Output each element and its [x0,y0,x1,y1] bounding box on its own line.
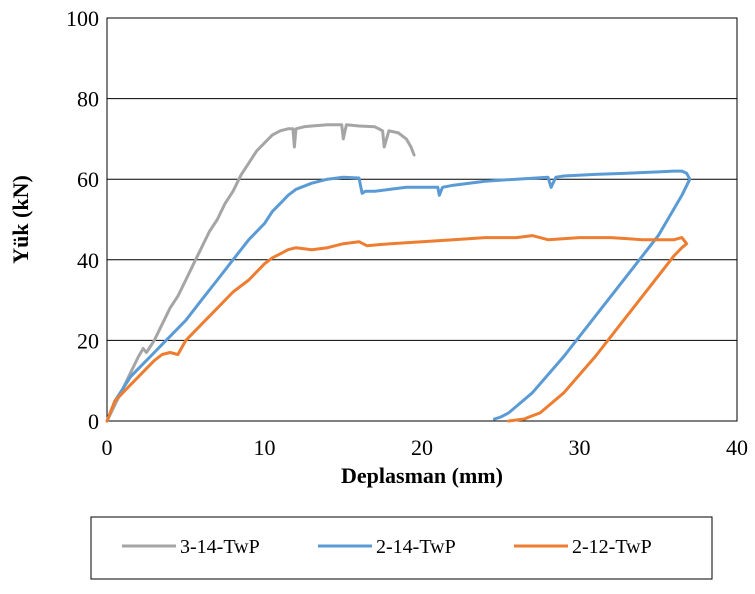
legend-label: 2-12-TwP [572,536,652,558]
series-line-3-14-TwP [105,123,416,423]
legend-label: 3-14-TwP [180,536,260,558]
x-tick-label: 10 [254,435,276,460]
plot-area-frame [106,17,738,422]
y-tick-label: 100 [66,6,99,31]
y-tick-label: 80 [77,87,99,112]
gridlines [107,98,737,341]
series-line-2-14-TwP [105,169,692,423]
y-tick-label: 40 [77,248,99,273]
legend-label: 2-14-TwP [376,536,456,558]
series-line-2-12-TwP [105,234,689,423]
y-tick-label: 0 [88,409,99,434]
y-tick-label: 20 [77,328,99,353]
x-tick-label: 40 [726,435,748,460]
x-axis-title: Deplasman (mm) [341,463,503,488]
legend-items: 3-14-TwP 2-14-TwP 2-12-TwP [122,536,652,558]
tick-labels: 0 20 40 60 80 100 0 10 20 30 40 [66,6,748,460]
x-tick-label: 20 [411,435,433,460]
legend-frame [90,516,713,580]
x-tick-label: 0 [102,435,113,460]
x-tick-label: 30 [569,435,591,460]
y-tick-label: 60 [77,167,99,192]
legend: 3-14-TwP 2-14-TwP 2-12-TwP [90,516,713,580]
series-layer [105,123,692,423]
y-axis-title: Yük (kN) [8,175,33,264]
